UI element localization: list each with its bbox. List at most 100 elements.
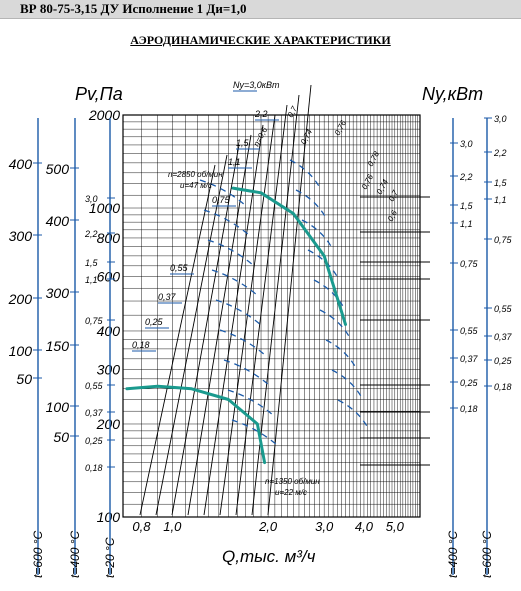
density-scale-tick-label: 1,5 (85, 258, 99, 268)
axes: 0,8 1,0 2,0 3,0 4,0 5,0 100 200 300 400 600 800 1000… (88, 107, 405, 534)
efficiency-arc (219, 329, 266, 356)
density-scale-label: t=600 °C (480, 531, 494, 578)
y-tick-label: 2000 (88, 107, 120, 123)
y-tick-label: 100 (97, 509, 121, 525)
density-scale-tick-label: 1,1 (494, 195, 507, 205)
efficiency-arc (307, 249, 339, 279)
efficiency-arc (331, 369, 363, 399)
density-scale-tick-label: 500 (46, 161, 70, 177)
header-bar (0, 0, 521, 19)
power-line (139, 164, 216, 516)
density-scale-tick-label: 0,37 (494, 332, 513, 342)
density-scale-tick-label: 2,2 (459, 172, 473, 182)
density-scale-tick-label: 0,18 (494, 382, 512, 392)
efficiency-label: 0,76 (360, 172, 376, 190)
efficiency-label: 0,7 (286, 104, 299, 119)
density-scale-tick-label: 300 (9, 228, 33, 244)
power-line-label: 0,25 (145, 317, 164, 327)
power-line-label: 0,18 (132, 340, 150, 350)
efficiency-arc (227, 389, 274, 416)
density-scale-tick-label: 400 (46, 213, 70, 229)
efficiency-arc (289, 159, 321, 189)
density-scale-tick-label: 0,75 (85, 316, 104, 326)
density-scale-tick-label: 0,55 (460, 326, 479, 336)
plot-frame (122, 114, 421, 518)
efficiency-label: 0,78 (366, 149, 382, 167)
density-scale-tick-label: 0,18 (85, 463, 103, 473)
density-scale-tick-label: 2,2 (493, 148, 507, 158)
power-line (187, 134, 252, 516)
series-line (125, 384, 267, 465)
power-line (171, 144, 240, 516)
power-line-label: 1,5 (236, 138, 250, 148)
efficiency-label: 0,76 (333, 118, 349, 136)
series-lines (125, 186, 347, 465)
x-tick-label: 0,8 (132, 519, 151, 534)
y-tick-label: 1000 (89, 200, 120, 216)
power-line-label: 0,55 (170, 263, 189, 273)
density-scale-tick-label: 150 (46, 338, 70, 354)
y-tick-label: 300 (97, 362, 121, 378)
density-scales: t=600 °C 400 300 200 100 50 t=400 °C 500 400 300 1… (8, 114, 513, 578)
density-scale-tick-label: 100 (9, 343, 33, 359)
density-scale-tick-label: 3,0 (494, 114, 507, 124)
power-line (155, 154, 228, 516)
efficiency-arc (319, 309, 351, 339)
x-tick-label: 1,0 (163, 519, 182, 534)
efficiency-arc (211, 269, 258, 296)
power-line-label: 0,75 (212, 195, 231, 205)
power-line-label: 0,37 (158, 292, 177, 302)
page-title: ВР 80-75-3,15 ДУ Исполнение 1 Ди=1,0 (20, 1, 247, 16)
series-rpm-label: n=2850 об/мин (168, 170, 223, 179)
efficiency-arc (231, 419, 278, 446)
y-axis-label: Pv,Па (75, 84, 123, 104)
density-scale-tick-label: 1,5 (460, 201, 474, 211)
density-scale-label: t=400 °C (446, 531, 460, 578)
density-scale-label: t=600 °C (31, 531, 45, 578)
series-rpm-label: n=1350 об/мин (265, 477, 320, 486)
density-scale-tick-label: 0,25 (460, 378, 479, 388)
y-tick-label: 200 (96, 416, 121, 432)
density-scale-tick-label: 3,0 (460, 139, 473, 149)
density-scale-tick-label: 50 (16, 371, 32, 387)
y2-axis-label: Ny,кВт (422, 84, 483, 104)
y-tick-label: 600 (97, 269, 121, 285)
density-scale-tick-label: 50 (53, 429, 69, 445)
density-scale-tick-label: 1,1 (85, 275, 98, 285)
efficiency-arc (223, 359, 270, 386)
efficiency-arc (301, 219, 333, 249)
density-scale-tick-label: 3,0 (85, 194, 98, 204)
power-line (251, 94, 300, 516)
efficiency-arc (337, 399, 369, 429)
series-speed-label: u=47 м/с (180, 181, 212, 190)
x-tick-label: 5,0 (386, 519, 405, 534)
efficiency-arc (199, 179, 246, 206)
density-scale-tick-label: 0,25 (85, 436, 104, 446)
density-scale-tick-label: 0,18 (460, 404, 478, 414)
density-scale-tick-label: 1,5 (494, 178, 508, 188)
efficiency-arc (207, 239, 254, 266)
y-tick-label: 400 (97, 323, 121, 339)
power-line-label: 1,1 (228, 157, 241, 167)
efficiency-arc (215, 299, 262, 326)
density-scale-label: t=20 °C (103, 537, 117, 578)
density-scale-tick-label: 2,2 (84, 229, 98, 239)
density-scale-tick-label: 100 (46, 399, 70, 415)
y-tick-label: 800 (97, 230, 121, 246)
efficiency-label: 0,6 (386, 208, 399, 223)
density-scale-tick-label: 0,55 (85, 381, 104, 391)
series-speed-label: u=22 м/с (275, 488, 307, 497)
x-axis-label: Q,тыс. м³/ч (222, 547, 316, 566)
efficiency-arc (325, 339, 357, 369)
power-line-label: 2,2 (254, 109, 268, 119)
density-scale-tick-label: 0,37 (460, 354, 479, 364)
density-scale-tick-label: 0,25 (494, 356, 513, 366)
efficiency-arc (313, 279, 345, 309)
efficiency-arc (295, 189, 327, 219)
x-tick-label: 2,0 (258, 519, 278, 534)
x-tick-label: 3,0 (315, 519, 334, 534)
x-tick-label: 4,0 (355, 519, 374, 534)
density-scale-tick-label: 300 (46, 285, 70, 301)
density-scale-tick-label: 1,1 (460, 219, 473, 229)
